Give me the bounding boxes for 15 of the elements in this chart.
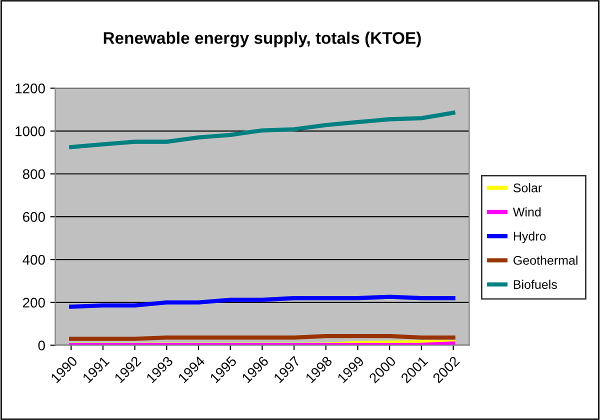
chart-title: Renewable energy supply, totals (KTOE) <box>104 32 421 48</box>
legend-label: Geothermal <box>514 256 578 265</box>
legend-label: Wind <box>512 207 541 216</box>
y-tick-label: 600 <box>23 212 45 222</box>
legend-label: Biofuels <box>514 280 557 289</box>
y-tick-label: 1200 <box>16 84 45 94</box>
y-tick-label: 400 <box>22 254 45 265</box>
legend-label: Hydro <box>514 231 546 244</box>
y-tick-label: 200 <box>23 298 45 308</box>
line-series <box>69 294 456 309</box>
legend-label: Solar <box>513 183 542 192</box>
line-series <box>69 110 456 150</box>
y-tick-label: 800 <box>22 169 45 180</box>
y-tick-label: 1000 <box>16 126 45 136</box>
y-tick-label: 0 <box>38 340 45 350</box>
